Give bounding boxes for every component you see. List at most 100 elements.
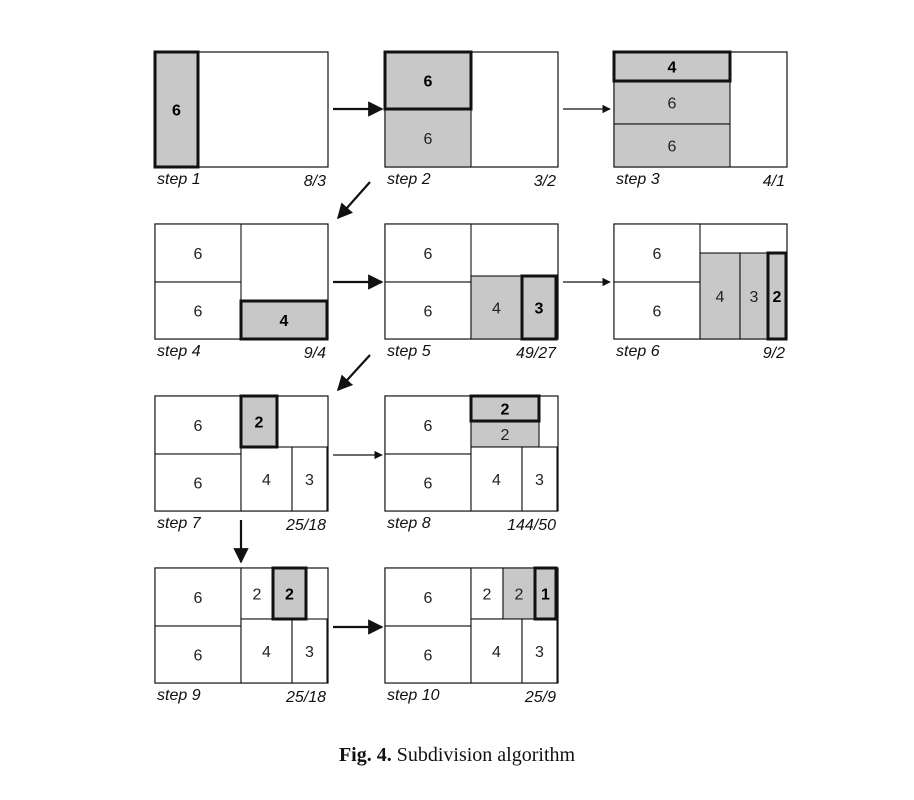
partition-cell: 4 (699, 252, 741, 340)
step-label: step 10 (387, 687, 440, 704)
active-cell: 2 (271, 566, 308, 621)
partition-cell: 4 (240, 618, 293, 684)
active-cell: 4 (239, 299, 329, 341)
partition-cell: 6 (384, 567, 472, 627)
cell-rect (383, 50, 473, 111)
cell-rect (470, 618, 523, 684)
ratio-label: 9/2 (763, 345, 785, 362)
flow-arrow (336, 181, 371, 220)
partition-cell: 6 (384, 223, 472, 283)
cell-rect (612, 50, 732, 83)
cell-value: 6 (424, 304, 433, 321)
partition-cell: 6 (613, 223, 701, 283)
cell-value: 2 (285, 587, 294, 604)
cell-value: 3 (305, 644, 314, 661)
step-panel: 6 6 4 3 2 step 7 25/18 (154, 394, 329, 534)
cell-rect (521, 618, 558, 684)
partition-cell: 3 (291, 618, 328, 684)
partition-cell: 4 (470, 275, 523, 340)
partition-cell: 6 (384, 625, 472, 684)
ratio-label: 4/1 (763, 173, 785, 190)
cell-rect (533, 566, 558, 621)
cell-value: 2 (501, 427, 510, 444)
step-label: step 5 (387, 343, 431, 360)
step-panel: 6 6 2 4 3 2 step 9 25/18 (154, 566, 329, 706)
cell-rect (384, 625, 472, 684)
partition-cell: 6 (154, 453, 242, 512)
step-panel: 6 6 4 3 step 5 49/27 (384, 223, 559, 362)
cell-rect (240, 618, 293, 684)
step-panel: 6 step 1 8/3 (153, 50, 329, 190)
partition-cell: 3 (291, 446, 328, 512)
figure-caption: Fig. 4. Subdivision algorithm (0, 744, 914, 767)
cell-value: 6 (653, 304, 662, 321)
cell-value: 2 (255, 415, 264, 432)
partition-cell: 4 (470, 618, 523, 684)
cell-rect (502, 567, 536, 620)
ratio-label: 25/18 (285, 517, 326, 534)
step-label: step 6 (616, 343, 660, 360)
cell-rect (613, 123, 731, 168)
cell-rect (384, 567, 472, 627)
cell-value: 4 (262, 472, 271, 489)
partition-cell: 3 (521, 446, 558, 512)
cell-rect (521, 446, 558, 512)
ratio-label: 144/50 (507, 517, 556, 534)
cell-value: 4 (668, 60, 677, 77)
cell-rect (154, 395, 242, 455)
ratio-label: 3/2 (534, 173, 556, 190)
step-panel: 6 6 2 2 4 3 1 step 10 25/9 (384, 566, 559, 706)
partition-cell: 2 (502, 567, 536, 620)
caption-text: Subdivision algorithm (396, 744, 576, 766)
cell-rect (154, 281, 242, 340)
cell-value: 6 (194, 476, 203, 493)
step-panel: 6 6 4 step 3 4/1 (612, 50, 788, 190)
active-cell: 6 (153, 50, 200, 169)
cell-value: 6 (668, 139, 677, 156)
cell-rect (154, 453, 242, 512)
cell-rect (699, 252, 741, 340)
partition-cell: 6 (613, 123, 731, 168)
active-cell: 2 (766, 251, 788, 341)
cell-value: 6 (172, 103, 181, 120)
cell-value: 4 (280, 313, 289, 330)
active-cell: 2 (239, 394, 279, 449)
cell-value: 2 (773, 289, 782, 306)
cell-rect (384, 395, 472, 455)
step-label: step 4 (157, 343, 201, 360)
partition-cell: 6 (613, 80, 731, 125)
partition-cell: 6 (384, 453, 472, 512)
cell-rect (153, 50, 200, 169)
cell-rect (154, 567, 242, 627)
step-panel: 6 6 step 2 3/2 (383, 50, 559, 190)
cell-rect (384, 281, 472, 340)
active-cell: 6 (383, 50, 473, 111)
cell-value: 6 (194, 418, 203, 435)
step-label: step 8 (387, 515, 431, 532)
cell-value: 6 (194, 304, 203, 321)
cell-rect (239, 299, 329, 341)
step-label: step 2 (387, 171, 431, 188)
caption-figure-number: Fig. 4. (338, 744, 392, 766)
partition-cell: 6 (384, 281, 472, 340)
cell-value: 2 (483, 587, 492, 604)
cell-rect (384, 108, 472, 168)
cell-value: 6 (424, 74, 433, 91)
flow-arrow (336, 354, 371, 392)
cell-value: 2 (501, 402, 510, 419)
cell-value: 3 (535, 644, 544, 661)
cell-value: 3 (305, 472, 314, 489)
cell-rect (766, 251, 788, 341)
cell-value: 4 (492, 301, 501, 318)
flow-arrows (233, 101, 611, 635)
ratio-label: 9/4 (304, 345, 326, 362)
active-cell: 2 (469, 394, 541, 423)
cell-value: 3 (535, 301, 544, 318)
partition-cell: 4 (240, 446, 293, 512)
step-label: step 1 (157, 171, 201, 188)
cell-value: 6 (194, 246, 203, 263)
ratio-label: 25/9 (524, 689, 556, 706)
step-label: step 9 (157, 687, 201, 704)
cell-rect (613, 281, 701, 340)
